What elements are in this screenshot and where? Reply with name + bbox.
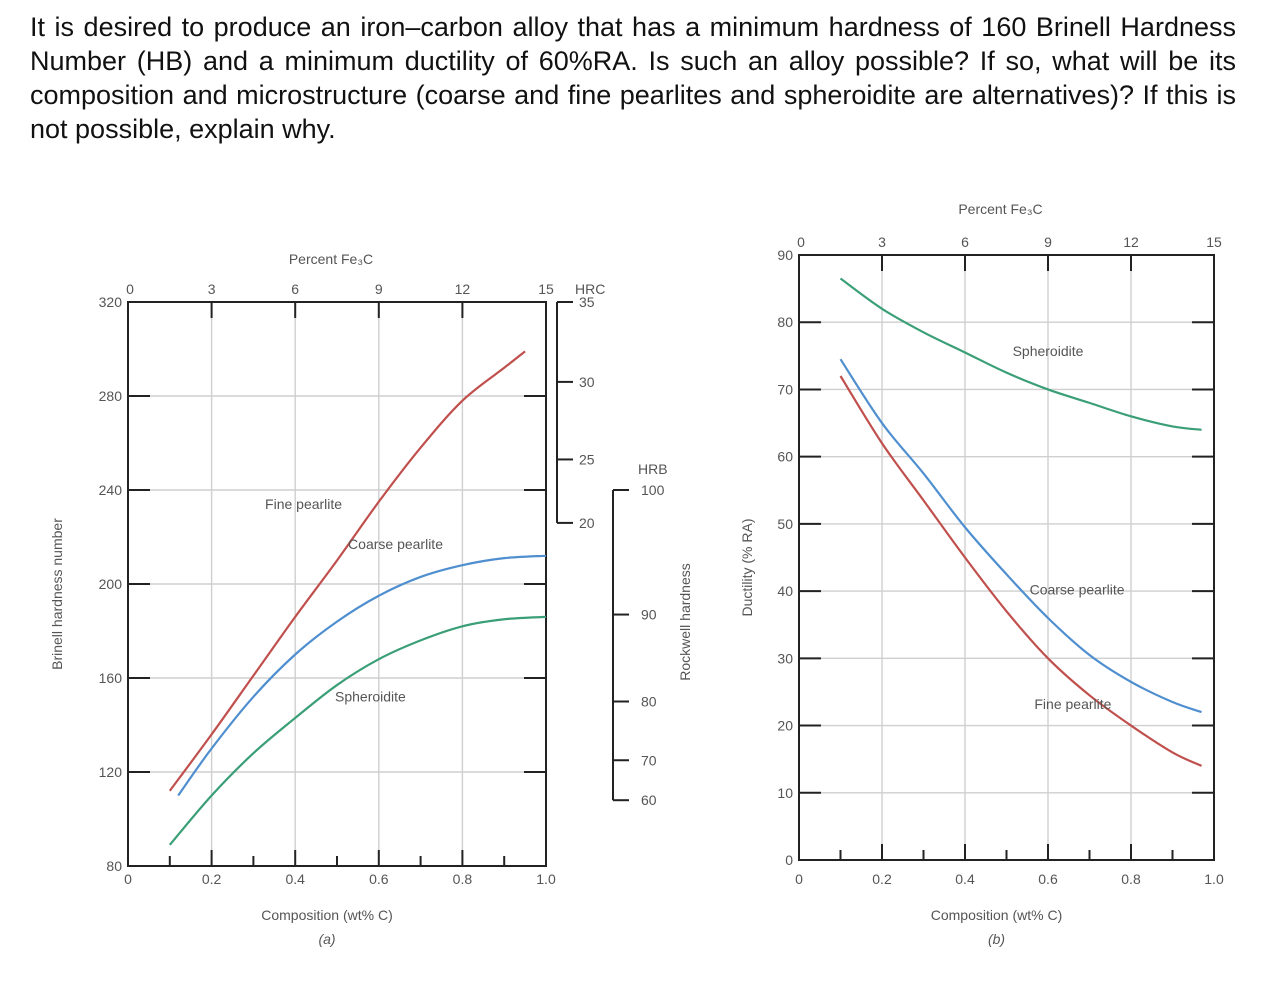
y-tick-label: 160 — [99, 670, 123, 686]
top-tick-label: 0 — [797, 234, 805, 250]
hrc-tick-label: 35 — [579, 294, 595, 310]
hrb-tick-label: 100 — [641, 482, 665, 498]
series-line-fine-pearlite — [839, 375, 1203, 767]
series-line-fine-pearlite — [168, 350, 526, 792]
y-tick-label: 280 — [99, 388, 123, 404]
x-tick-label: 1.0 — [536, 871, 556, 887]
hrb-scale-label: HRB — [638, 461, 668, 477]
hrc-scale-label: HRC — [575, 281, 605, 297]
y-tick-label: 40 — [777, 583, 793, 599]
series-label-spheroidite: Spheroidite — [335, 689, 406, 705]
top-tick-label: 12 — [455, 281, 471, 297]
series-line-coarse-pearlite — [839, 358, 1202, 714]
rockwell-axis-label: Rockwell hardness — [677, 563, 693, 681]
y-tick-label: 80 — [106, 858, 122, 874]
top-tick-label: 3 — [208, 281, 216, 297]
series-line-spheroidite — [168, 615, 547, 846]
y-tick-label: 0 — [785, 852, 793, 868]
x-tick-label: 0.6 — [369, 871, 389, 887]
hrb-tick-label: 90 — [641, 607, 657, 623]
top-axis-label: Percent Fe₃C — [289, 251, 373, 267]
top-tick-label: 12 — [1123, 234, 1139, 250]
y-axis-label: Brinell hardness number — [49, 518, 65, 670]
top-tick-label: 3 — [878, 234, 886, 250]
top-tick-label: 9 — [375, 281, 383, 297]
y-tick-label: 90 — [777, 247, 793, 263]
series-line-spheroidite — [839, 277, 1202, 431]
x-tick-label: 0 — [795, 871, 803, 887]
series-label-fine-pearlite: Fine pearlite — [1034, 696, 1111, 712]
series-label-spheroidite: Spheroidite — [1013, 343, 1084, 359]
hrb-tick-label: 70 — [641, 752, 657, 768]
hrc-tick-label: 20 — [579, 515, 595, 531]
top-axis-label: Percent Fe₃C — [958, 201, 1042, 217]
plot-frame — [798, 254, 1215, 861]
x-tick-label: 0.2 — [202, 871, 222, 887]
top-tick-label: 6 — [961, 234, 969, 250]
x-tick-label: 0.8 — [1121, 871, 1141, 887]
y-tick-label: 50 — [777, 516, 793, 532]
series-label-coarse-pearlite: Coarse pearlite — [348, 536, 443, 552]
panel-label: (b) — [988, 931, 1005, 947]
y-tick-label: 70 — [777, 381, 793, 397]
x-tick-label: 0.2 — [872, 871, 892, 887]
y-tick-label: 240 — [99, 482, 123, 498]
y-tick-label: 320 — [99, 294, 123, 310]
y-tick-label: 30 — [777, 650, 793, 666]
top-tick-label: 9 — [1044, 234, 1052, 250]
series-line-coarse-pearlite — [177, 554, 547, 797]
y-tick-label: 80 — [777, 314, 793, 330]
y-tick-label: 200 — [99, 576, 123, 592]
series-label-coarse-pearlite: Coarse pearlite — [1030, 581, 1125, 597]
hrb-tick-label: 60 — [641, 792, 657, 808]
x-axis-label: Composition (wt% C) — [931, 907, 1062, 923]
x-axis-label: Composition (wt% C) — [261, 907, 392, 923]
x-tick-label: 0.6 — [1038, 871, 1058, 887]
x-tick-label: 0.4 — [285, 871, 305, 887]
hrc-tick-label: 25 — [579, 451, 595, 467]
y-tick-label: 10 — [777, 785, 793, 801]
y-tick-label: 20 — [777, 718, 793, 734]
top-tick-label: 15 — [1206, 234, 1222, 250]
top-tick-label: 0 — [126, 281, 134, 297]
y-tick-label: 60 — [777, 449, 793, 465]
hrc-tick-label: 30 — [579, 374, 595, 390]
series-label-fine-pearlite: Fine pearlite — [265, 496, 342, 512]
question-text: It is desired to produce an iron–carbon … — [30, 12, 1236, 144]
panel-label: (a) — [318, 931, 335, 947]
top-tick-label: 15 — [538, 281, 554, 297]
x-tick-label: 0.8 — [453, 871, 473, 887]
y-axis-label: Ductility (% RA) — [739, 518, 755, 616]
hrb-tick-label: 80 — [641, 694, 657, 710]
top-tick-label: 6 — [291, 281, 299, 297]
x-tick-label: 1.0 — [1204, 871, 1224, 887]
y-tick-label: 120 — [99, 764, 123, 780]
x-tick-label: 0.4 — [955, 871, 975, 887]
x-tick-label: 0 — [124, 871, 132, 887]
